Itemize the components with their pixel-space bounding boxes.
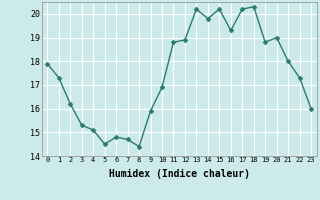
X-axis label: Humidex (Indice chaleur): Humidex (Indice chaleur) xyxy=(109,169,250,179)
